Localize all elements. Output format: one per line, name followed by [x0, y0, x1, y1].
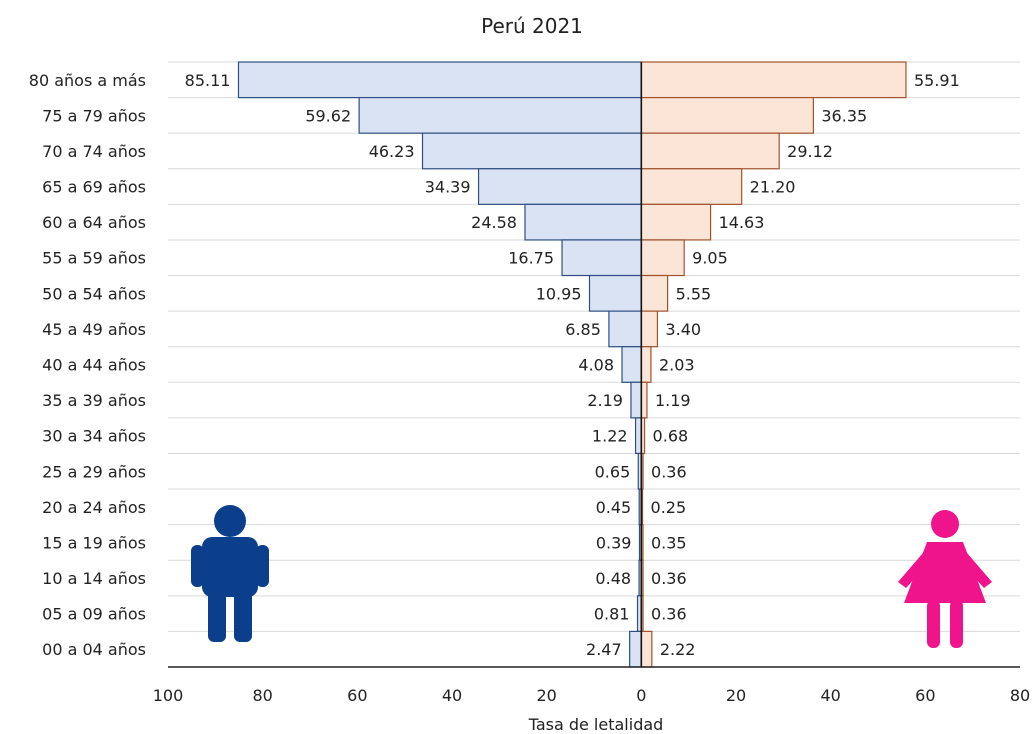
female-figure-icon [898, 510, 992, 648]
data-label-left: 34.39 [425, 178, 471, 197]
category-label: 40 a 44 años [42, 356, 146, 375]
data-label-left: 10.95 [536, 284, 582, 303]
data-label-right: 36.35 [821, 106, 867, 125]
bar-right [640, 630, 653, 668]
data-label-left: 2.19 [587, 391, 623, 410]
data-label-left: 24.58 [471, 213, 517, 232]
bar-left [630, 381, 642, 419]
data-label-left: 2.47 [586, 640, 622, 659]
bar-left [634, 417, 642, 455]
bar-left [561, 239, 642, 277]
data-label-right: 5.55 [676, 284, 712, 303]
category-label: 35 a 39 años [42, 391, 146, 410]
category-label: 05 a 09 años [42, 605, 146, 624]
category-label: 50 a 54 años [42, 284, 146, 303]
male-figure-icon [191, 505, 269, 642]
bar-left [358, 96, 642, 134]
data-label-right: 14.63 [719, 213, 765, 232]
category-label: 25 a 29 años [42, 462, 146, 481]
bar-left [237, 61, 642, 99]
bar-left [621, 346, 642, 383]
bar-left [421, 132, 642, 170]
category-label: 80 años a más [29, 71, 146, 90]
data-label-right: 0.36 [651, 605, 687, 624]
data-label-left: 46.23 [369, 142, 415, 161]
category-labels: 80 años a más 75 a 79 años 70 a 74 años 65 … [29, 71, 146, 659]
bar-right [640, 96, 814, 134]
data-label-right: 0.36 [651, 569, 687, 588]
bar-left [588, 274, 642, 312]
x-tick-label: 100 [153, 686, 184, 705]
data-label-right: 0.68 [653, 427, 689, 446]
bar-right [640, 239, 685, 277]
data-label-left: 0.48 [595, 569, 631, 588]
bar-left [477, 168, 642, 205]
data-label-right: 9.05 [692, 249, 728, 268]
category-label: 55 a 59 años [42, 249, 146, 268]
data-label-left: 0.45 [596, 498, 632, 517]
x-tick-label: 60 [347, 686, 367, 705]
x-tick-label: 80 [1010, 686, 1030, 705]
bar-right [640, 132, 780, 170]
data-label-left: 85.11 [185, 71, 231, 90]
category-label: 70 a 74 años [42, 142, 146, 161]
category-label: 10 a 14 años [42, 569, 146, 588]
x-tick-label: 0 [636, 686, 646, 705]
bar-right [640, 310, 659, 348]
data-label-right: 0.35 [651, 533, 687, 552]
data-label-right: 0.25 [651, 498, 687, 517]
data-label-left: 0.39 [596, 533, 632, 552]
bar-left [629, 630, 642, 668]
category-label: 20 a 24 años [42, 498, 146, 517]
data-label-left: 4.08 [578, 356, 614, 375]
bar-right [640, 203, 712, 241]
data-label-left: 1.22 [592, 427, 628, 446]
data-label-right: 0.36 [651, 462, 687, 481]
category-label: 75 a 79 años [42, 106, 146, 125]
data-label-left: 16.75 [508, 249, 554, 268]
category-label: 65 a 69 años [42, 178, 146, 197]
x-axis: 100 80 60 40 20 0 20 40 60 80 [153, 62, 1030, 705]
x-tick-label: 40 [442, 686, 462, 705]
data-label-left: 0.81 [594, 605, 630, 624]
category-label: 30 a 34 años [42, 427, 146, 446]
bar-left [608, 310, 642, 348]
data-label-right: 2.03 [659, 356, 695, 375]
bar-right [640, 274, 669, 312]
bar-right [640, 61, 907, 99]
x-tick-label: 40 [820, 686, 840, 705]
x-tick-label: 20 [536, 686, 556, 705]
data-labels: 85.11 55.91 59.62 36.35 46.23 29.12 34.39 21.20… [185, 71, 960, 659]
data-label-right: 21.20 [750, 178, 796, 197]
data-label-left: 59.62 [305, 106, 351, 125]
category-label: 00 a 04 años [42, 640, 146, 659]
bars [237, 61, 907, 668]
data-label-right: 3.40 [665, 320, 701, 339]
x-tick-label: 60 [915, 686, 935, 705]
data-label-right: 55.91 [914, 71, 960, 90]
x-tick-label: 20 [726, 686, 746, 705]
bar-left [524, 203, 642, 241]
category-label: 45 a 49 años [42, 320, 146, 339]
data-label-left: 6.85 [565, 320, 601, 339]
data-label-right: 2.22 [660, 640, 696, 659]
bar-right [640, 381, 648, 419]
data-label-right: 29.12 [787, 142, 833, 161]
x-axis-label: Tasa de letalidad [528, 715, 664, 734]
bar-right [640, 168, 743, 205]
category-label: 15 a 19 años [42, 533, 146, 552]
bar-right [640, 346, 652, 383]
chart-title: Perú 2021 [481, 14, 583, 38]
data-label-left: 0.65 [595, 462, 631, 481]
data-label-right: 1.19 [655, 391, 691, 410]
x-tick-label: 80 [252, 686, 272, 705]
category-label: 60 a 64 años [42, 213, 146, 232]
